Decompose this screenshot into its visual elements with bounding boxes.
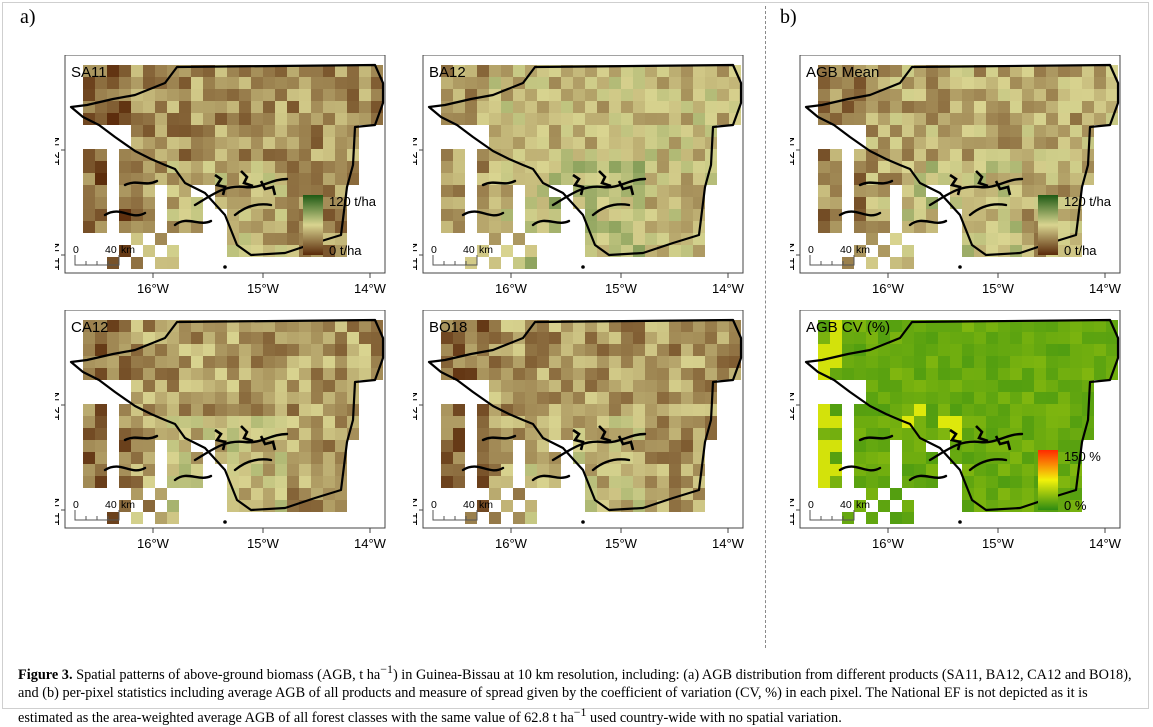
svg-text:0 t/ha: 0 t/ha	[329, 243, 362, 258]
svg-text:40: 40	[105, 244, 117, 256]
caption-exp-2: −1	[573, 704, 587, 719]
caption-exp-1: −1	[380, 662, 393, 676]
svg-text:km: km	[856, 244, 870, 256]
color-legend: 120 t/ha 0 t/ha	[1038, 194, 1112, 258]
svg-text:16°W: 16°W	[137, 536, 170, 551]
svg-text:14°W: 14°W	[354, 281, 387, 296]
map-panel-bo18: BO18 0 40 km 12°N 11°N 16°W 15°W 14°W	[413, 310, 745, 551]
figure-frame	[2, 2, 1149, 709]
svg-text:0: 0	[431, 244, 437, 256]
scale-bar: 0 40 km	[431, 499, 493, 521]
map-panel-agb-mean: AGB Mean 0 40 km 120 t/ha 0 t/ha 12°N 11°N 16°W 1…	[790, 55, 1122, 296]
svg-text:14°W: 14°W	[1089, 536, 1122, 551]
svg-text:40: 40	[840, 499, 852, 511]
svg-text:12°N: 12°N	[55, 392, 62, 421]
svg-text:km: km	[856, 499, 870, 511]
scale-bar: 0 40 km	[808, 499, 870, 521]
scale-bar: 0 40 km	[73, 244, 135, 266]
svg-text:0 %: 0 %	[1064, 498, 1087, 513]
map-panel-ca12: CA12 0 40 km 12°N 11°N 16°W 15°W 14°W	[55, 310, 387, 551]
svg-text:16°W: 16°W	[872, 281, 905, 296]
svg-text:0: 0	[808, 244, 814, 256]
svg-text:15°W: 15°W	[247, 536, 280, 551]
caption-label: Figure 3.	[18, 666, 73, 683]
raster-cells	[83, 320, 383, 524]
svg-text:120 t/ha: 120 t/ha	[329, 194, 377, 209]
panel-label-a: a)	[20, 6, 36, 28]
map-title: AGB CV (%)	[806, 319, 890, 336]
svg-text:0: 0	[73, 499, 79, 511]
caption-text-1: Spatial patterns of above-ground biomass…	[76, 666, 381, 683]
svg-text:12°N: 12°N	[413, 137, 420, 166]
svg-text:11°N: 11°N	[790, 243, 797, 271]
svg-text:km: km	[121, 244, 135, 256]
map-title: BO18	[429, 319, 467, 336]
svg-text:40: 40	[840, 244, 852, 256]
svg-text:15°W: 15°W	[605, 536, 638, 551]
svg-text:40: 40	[105, 499, 117, 511]
map-panel-ba12: BA12 0 40 km 12°N 11°N 16°W 15°W 14°W	[413, 55, 745, 296]
svg-text:11°N: 11°N	[55, 243, 62, 271]
svg-text:15°W: 15°W	[605, 281, 638, 296]
raster-cells	[83, 65, 383, 269]
svg-text:16°W: 16°W	[495, 281, 528, 296]
svg-text:14°W: 14°W	[712, 281, 745, 296]
panel-divider	[765, 6, 766, 648]
svg-text:11°N: 11°N	[790, 498, 797, 526]
svg-text:14°W: 14°W	[1089, 281, 1122, 296]
svg-text:15°W: 15°W	[982, 281, 1015, 296]
svg-text:14°W: 14°W	[712, 536, 745, 551]
svg-text:12°N: 12°N	[790, 392, 797, 421]
caption-text-3: used country-wide with no spatial variat…	[586, 709, 842, 726]
scale-bar: 0 40 km	[808, 244, 870, 266]
map-panel-agb-cv: AGB CV (%) 0 40 km 150 % 0 % 12°N 11°N 16°W 15°W 1…	[790, 310, 1122, 551]
svg-text:11°N: 11°N	[55, 498, 62, 526]
color-legend: 150 % 0 %	[1038, 449, 1101, 513]
svg-text:15°W: 15°W	[247, 281, 280, 296]
svg-text:16°W: 16°W	[137, 281, 170, 296]
svg-text:km: km	[121, 499, 135, 511]
svg-text:40: 40	[463, 244, 475, 256]
panel-label-b: b)	[780, 6, 797, 28]
svg-text:16°W: 16°W	[872, 536, 905, 551]
svg-text:150 %: 150 %	[1064, 449, 1101, 464]
figure-caption: Figure 3. Spatial patterns of above-grou…	[18, 660, 1138, 727]
map-title: SA11	[71, 64, 107, 81]
svg-text:12°N: 12°N	[790, 137, 797, 166]
map-title: BA12	[429, 64, 466, 81]
svg-text:0: 0	[73, 244, 79, 256]
svg-text:0: 0	[431, 499, 437, 511]
svg-text:14°W: 14°W	[354, 536, 387, 551]
svg-text:0: 0	[808, 499, 814, 511]
scale-bar: 0 40 km	[73, 499, 135, 521]
svg-text:12°N: 12°N	[55, 137, 62, 166]
map-panel-sa11: SA11 0 40 km 120 t/ha 0 t/ha 12°N 11°N 16°W 15°W 1…	[55, 55, 387, 296]
svg-text:12°N: 12°N	[413, 392, 420, 421]
scale-bar: 0 40 km	[431, 244, 493, 266]
map-title: AGB Mean	[806, 64, 879, 81]
svg-text:15°W: 15°W	[982, 536, 1015, 551]
color-legend: 120 t/ha 0 t/ha	[303, 194, 377, 258]
svg-text:11°N: 11°N	[413, 498, 420, 526]
svg-text:0 t/ha: 0 t/ha	[1064, 243, 1097, 258]
svg-text:120 t/ha: 120 t/ha	[1064, 194, 1112, 209]
raster-cells	[818, 320, 1118, 524]
svg-text:11°N: 11°N	[413, 243, 420, 271]
svg-text:km: km	[479, 244, 493, 256]
svg-text:16°W: 16°W	[495, 536, 528, 551]
map-title: CA12	[71, 319, 109, 336]
svg-text:km: km	[479, 499, 493, 511]
svg-text:40: 40	[463, 499, 475, 511]
